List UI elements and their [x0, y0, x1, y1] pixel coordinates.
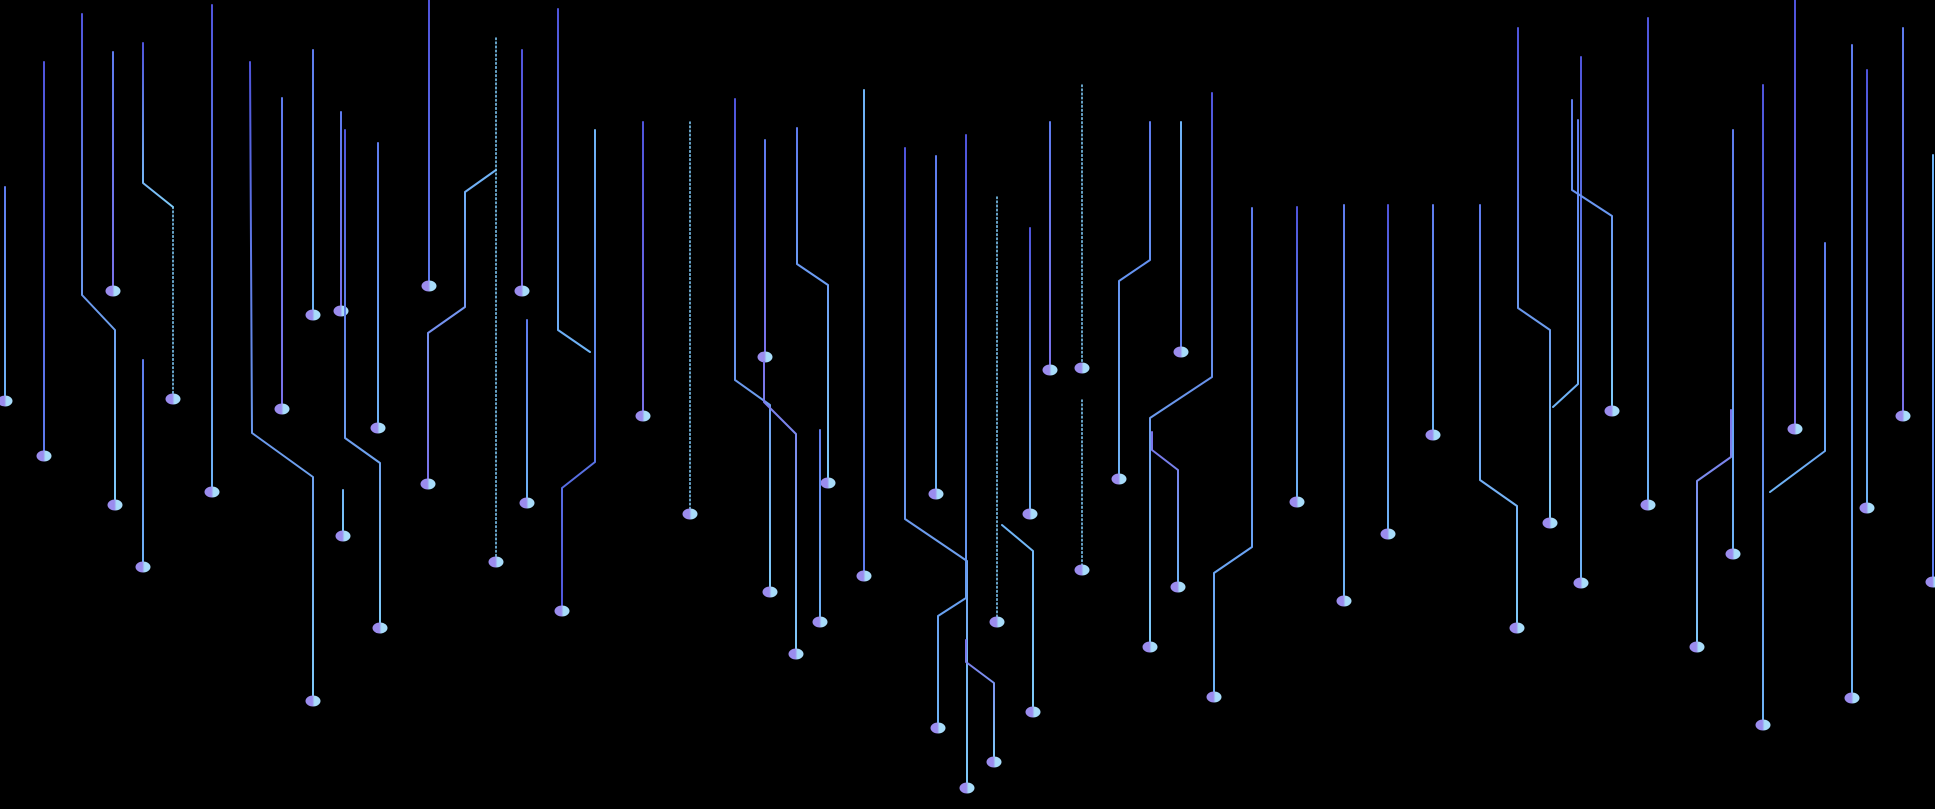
node-dot	[0, 395, 13, 407]
node-dot	[1022, 508, 1038, 520]
circuit-trace	[796, 127, 829, 484]
circuit-trace	[1213, 207, 1253, 698]
node-dot	[930, 722, 946, 734]
node-dot	[107, 499, 123, 511]
node-dot	[1573, 577, 1589, 589]
node-dot	[1925, 576, 1935, 588]
node-dot	[1787, 423, 1803, 435]
node-dot	[1895, 410, 1911, 422]
circuit-trace	[557, 8, 591, 353]
node-dot	[514, 285, 530, 297]
node-dot	[333, 305, 349, 317]
node-dot	[1336, 595, 1352, 607]
node-dot	[204, 486, 220, 498]
node-dot	[1170, 581, 1186, 593]
node-dot	[959, 782, 975, 794]
node-dot	[1142, 641, 1158, 653]
circuit-trace	[904, 147, 968, 789]
node-dot	[1604, 405, 1620, 417]
node-dot	[635, 410, 651, 422]
node-dot	[105, 285, 121, 297]
node-dot	[928, 488, 944, 500]
circuit-trace	[763, 361, 797, 655]
node-dot	[305, 309, 321, 321]
node-dot	[1380, 528, 1396, 540]
node-dot	[1640, 499, 1656, 511]
node-dot	[1111, 473, 1127, 485]
node-dot	[682, 508, 698, 520]
circuit-trace	[1118, 121, 1151, 480]
circuit-trace	[1769, 242, 1826, 493]
node-dot	[1425, 429, 1441, 441]
node-dot	[820, 477, 836, 489]
circuit-trace	[249, 61, 314, 702]
node-dot	[812, 616, 828, 628]
node-dot	[372, 622, 388, 634]
circuit-trace	[1571, 99, 1613, 412]
node-dot	[305, 695, 321, 707]
circuit-trace	[1696, 409, 1732, 648]
node-dot	[421, 280, 437, 292]
circuit-trace	[1001, 524, 1034, 713]
node-dot	[1859, 502, 1875, 514]
circuit-trace	[937, 134, 967, 729]
node-dot	[788, 648, 804, 660]
node-dot	[165, 393, 181, 405]
node-dot	[1025, 706, 1041, 718]
circuit-trace	[1552, 119, 1579, 408]
circuit-trace	[965, 639, 995, 763]
node-dot	[1542, 517, 1558, 529]
circuit-trace	[734, 98, 771, 593]
node-dot	[1042, 364, 1058, 376]
node-dot	[519, 497, 535, 509]
node-dot	[1173, 346, 1189, 358]
node-dot	[757, 351, 773, 363]
node-dot	[1206, 691, 1222, 703]
circuit-trace	[427, 169, 497, 485]
circuit-trace	[1479, 204, 1518, 629]
circuit-trace	[1149, 92, 1213, 648]
node-dot	[135, 561, 151, 573]
node-dot	[986, 756, 1002, 768]
circuit-trace	[1517, 27, 1551, 524]
node-dot	[1725, 548, 1741, 560]
node-dot	[1074, 362, 1090, 374]
node-dot	[488, 556, 504, 568]
node-dot	[335, 530, 351, 542]
circuit-trace	[561, 129, 596, 612]
node-dot	[554, 605, 570, 617]
node-dot	[989, 616, 1005, 628]
node-dot	[420, 478, 436, 490]
node-dot	[1289, 496, 1305, 508]
node-dot	[36, 450, 52, 462]
node-dot	[1509, 622, 1525, 634]
circuit-trace	[1151, 431, 1179, 588]
circuit-trace	[344, 129, 381, 629]
circuit-trace	[81, 13, 116, 506]
node-dot	[370, 422, 386, 434]
node-dot	[762, 586, 778, 598]
circuit-trace	[142, 42, 174, 208]
node-dot	[856, 570, 872, 582]
node-dot	[274, 403, 290, 415]
node-dot	[1689, 641, 1705, 653]
node-dot	[1074, 564, 1090, 576]
node-dot	[1844, 692, 1860, 704]
node-dot	[1755, 719, 1771, 731]
